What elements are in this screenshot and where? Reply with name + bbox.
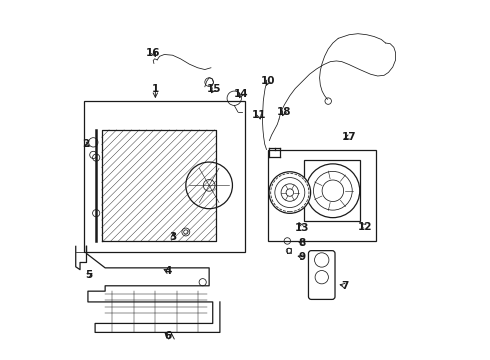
Text: 4: 4 xyxy=(164,266,171,276)
Circle shape xyxy=(306,164,360,218)
FancyBboxPatch shape xyxy=(309,251,335,300)
Text: 1: 1 xyxy=(152,84,159,94)
Circle shape xyxy=(315,253,329,267)
Text: 7: 7 xyxy=(342,281,349,291)
Bar xyxy=(269,149,376,241)
Circle shape xyxy=(186,162,232,209)
Text: 16: 16 xyxy=(147,48,161,58)
Text: 6: 6 xyxy=(164,331,171,341)
Circle shape xyxy=(93,210,100,217)
Text: 17: 17 xyxy=(342,132,356,142)
Text: 12: 12 xyxy=(358,222,372,231)
Bar xyxy=(304,160,360,221)
Text: 3: 3 xyxy=(170,232,177,242)
Text: 18: 18 xyxy=(277,107,292,117)
Circle shape xyxy=(269,172,311,213)
Text: 8: 8 xyxy=(299,238,306,248)
Text: 14: 14 xyxy=(234,89,249,99)
Text: 13: 13 xyxy=(295,224,310,233)
Bar xyxy=(84,101,245,252)
Text: 9: 9 xyxy=(299,252,306,262)
Text: 15: 15 xyxy=(207,84,222,94)
Text: 5: 5 xyxy=(85,270,93,280)
Text: 10: 10 xyxy=(261,76,275,86)
Circle shape xyxy=(93,154,100,161)
Text: 2: 2 xyxy=(82,139,89,149)
Text: 11: 11 xyxy=(252,111,267,121)
